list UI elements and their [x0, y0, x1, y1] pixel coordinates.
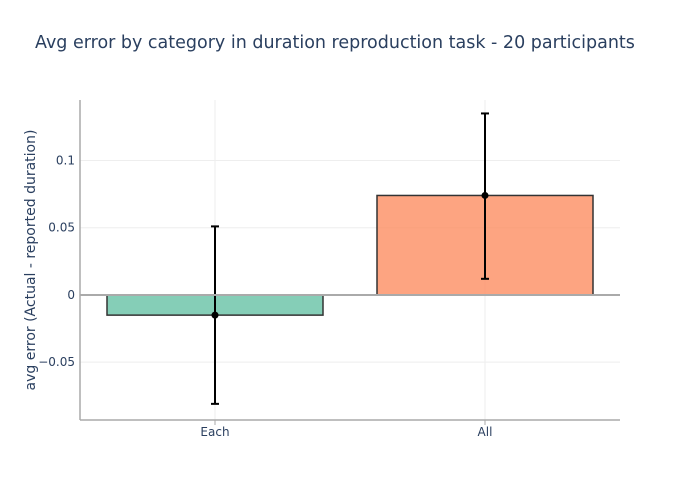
error-bars [211, 112, 489, 405]
y-tick-label: 0 [67, 288, 75, 302]
x-tick-label-each: Each [200, 425, 229, 439]
y-tick-label: −0.05 [38, 355, 75, 369]
x-tick-label-all: All [478, 425, 493, 439]
axes [79, 100, 620, 425]
chart-title: Avg error by category in duration reprod… [35, 33, 635, 53]
y-tick-label: 0.05 [48, 221, 75, 235]
bars [106, 194, 594, 316]
tick-labels: −0.05 0 0.05 0.1 Each All [38, 154, 492, 439]
mean-point-all [481, 191, 489, 199]
y-tick-label: 0.1 [56, 154, 75, 168]
y-axis-label: avg error (Actual - reported duration) [23, 130, 39, 391]
mean-point-each [211, 311, 219, 319]
